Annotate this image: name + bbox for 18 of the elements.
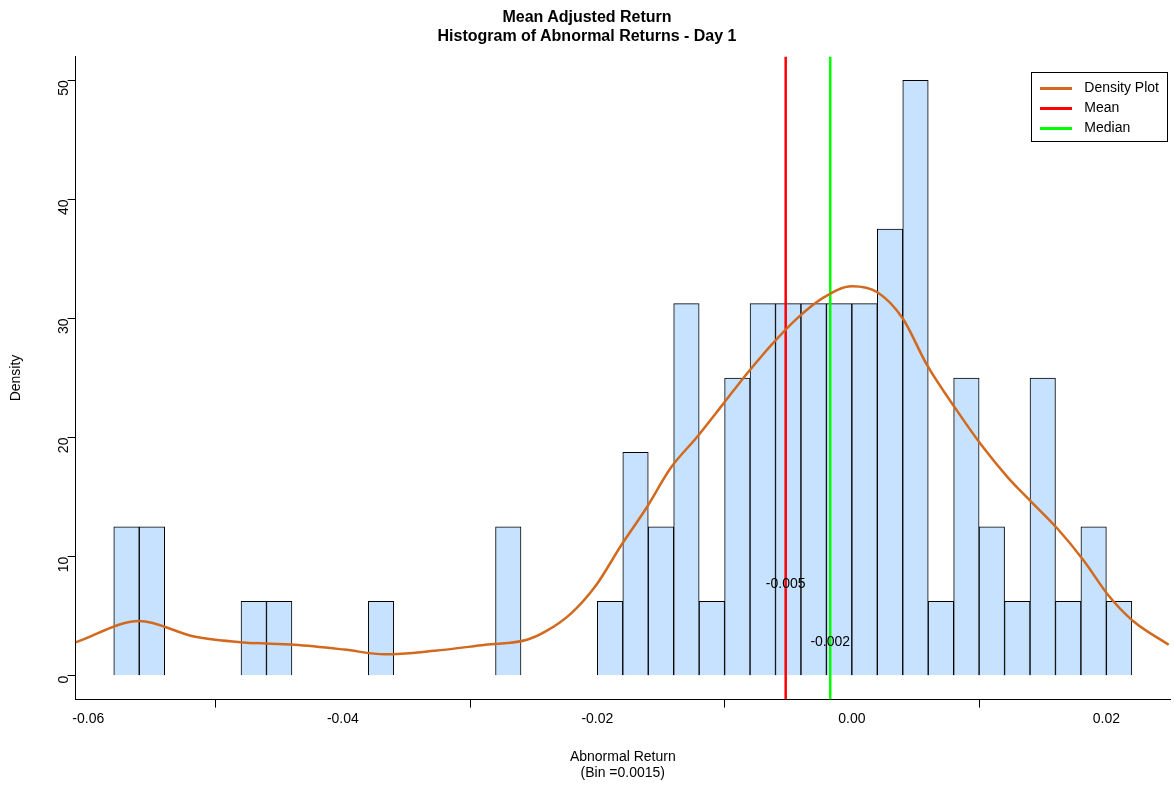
x-tick-label: -0.02 (581, 709, 614, 726)
legend-label: Density Plot (1084, 79, 1159, 95)
y-tick-label: 0 (55, 675, 72, 684)
chart-subtitle: Histogram of Abnormal Returns - Day 1 (437, 27, 737, 45)
x-tick-label: -0.06 (72, 709, 105, 726)
x-tick-label: -0.04 (326, 709, 359, 726)
y-tick-label: 10 (55, 556, 72, 573)
x-tick-label: 0.02 (1092, 709, 1121, 726)
y-tick-label: 50 (55, 80, 72, 96)
y-tick-label: 40 (55, 199, 72, 215)
legend-label: Median (1084, 119, 1131, 135)
y-tick-label: 20 (55, 437, 72, 454)
chart-title: Mean Adjusted Return (502, 8, 672, 26)
x-tick-label: 0.00 (838, 709, 866, 726)
legend-label: Mean (1084, 99, 1120, 115)
y-tick-label: 30 (55, 318, 72, 335)
x-axis-title: Abnormal Return (Bin =0.0015) (569, 747, 676, 781)
y-axis-title: Density (7, 354, 24, 402)
